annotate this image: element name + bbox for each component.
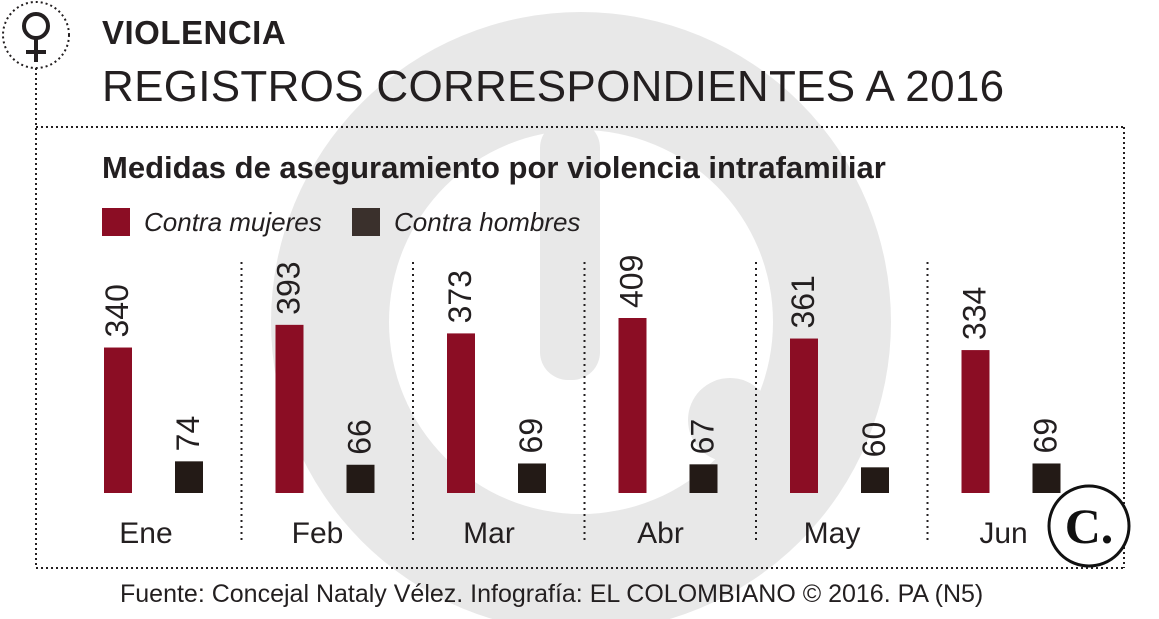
data-label-men: 69 [513, 418, 549, 454]
data-label-women: 393 [271, 261, 307, 314]
category-label: Mar [463, 517, 515, 550]
bar-men [346, 464, 375, 493]
data-label-men: 69 [1028, 418, 1064, 454]
bar-women [618, 318, 647, 493]
data-label-men: 66 [342, 419, 378, 455]
data-label-women: 334 [957, 287, 993, 340]
el-colombiano-logo-icon: C. [1047, 484, 1131, 568]
category-label: Jun [979, 517, 1027, 550]
legend-label-men: Contra hombres [394, 206, 581, 237]
source-note: Fuente: Concejal Nataly Vélez. Infografí… [120, 580, 984, 608]
data-label-women: 409 [614, 255, 650, 308]
bar-women [790, 338, 818, 493]
logo-text: C. [1065, 498, 1114, 554]
bar-women [275, 324, 304, 493]
category-label: Ene [119, 517, 172, 550]
bar-men [175, 461, 203, 493]
category-label: Feb [292, 517, 344, 550]
bar-men [689, 464, 718, 493]
bar-men [861, 467, 889, 493]
category-label: May [804, 517, 861, 550]
data-label-women: 340 [99, 284, 135, 337]
legend-label-women: Contra mujeres [144, 206, 322, 237]
kicker: VIOLENCIA [102, 14, 287, 51]
bar-men [1032, 463, 1061, 493]
chart-title: Medidas de aseguramiento por violencia i… [102, 150, 886, 185]
bar-women [447, 333, 475, 493]
headline: REGISTROS CORRESPONDIENTES A 2016 [102, 62, 1005, 111]
legend-item-men: Contra hombres [352, 205, 580, 239]
category-label: Abr [637, 517, 684, 550]
data-label-men: 60 [856, 422, 892, 458]
data-label-men: 67 [685, 419, 721, 455]
legend-swatch-men [352, 208, 380, 236]
data-label-women: 361 [785, 275, 821, 328]
legend-item-women: Contra mujeres [102, 205, 322, 239]
data-label-men: 74 [170, 416, 206, 452]
bar-men [518, 463, 546, 493]
data-label-women: 373 [442, 270, 478, 323]
bar-women [104, 347, 132, 493]
bar-women [961, 350, 990, 493]
legend-swatch-women [102, 208, 130, 236]
